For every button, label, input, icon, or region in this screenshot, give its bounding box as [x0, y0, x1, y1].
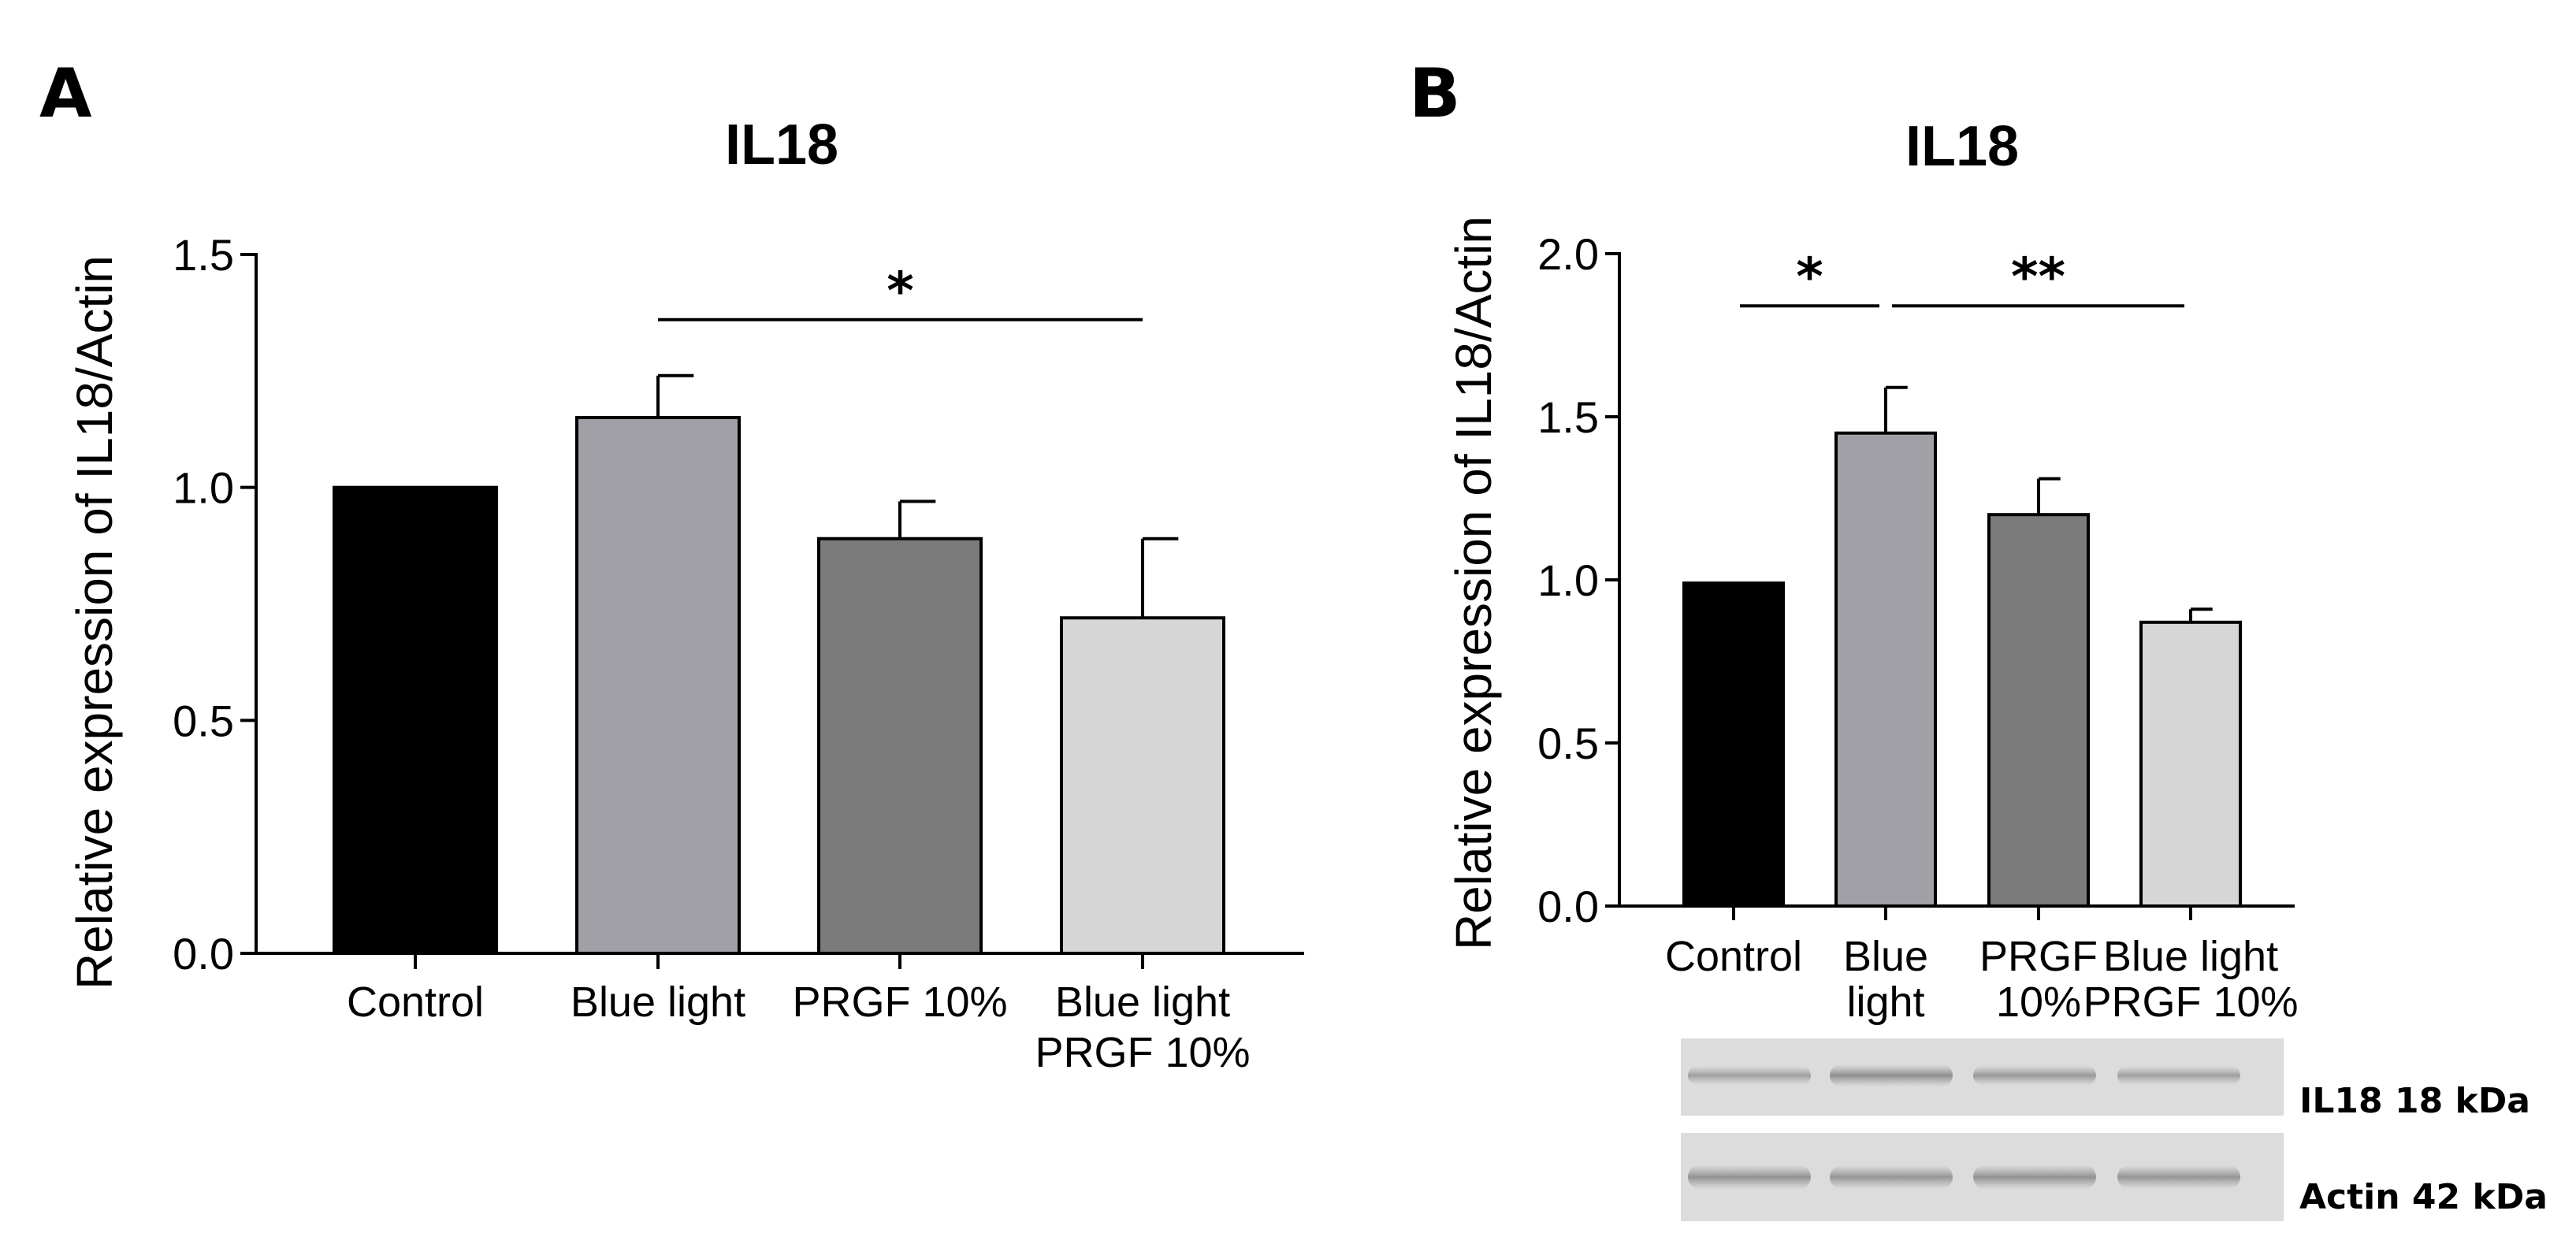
- chart-a-category-label: Control: [347, 979, 484, 1026]
- chart-a-category-label: Blue light: [571, 979, 745, 1026]
- blot-band-actin: [2117, 1164, 2240, 1190]
- blot-label-il18: IL18 18 kDa: [2299, 1081, 2530, 1121]
- chart-b-ylabel: Relative expression of IL18/Actin: [1445, 216, 1502, 950]
- chart-b-ytick-label: 0.5: [1537, 719, 1599, 768]
- chart-b: IL18 Relative expression of IL18/Actin 0…: [1445, 115, 2299, 1026]
- chart-b-category-label: PRGF: [1979, 933, 2098, 980]
- chart-b-title: IL18: [1905, 115, 2019, 178]
- chart-b-ytick-label: 2.0: [1537, 229, 1599, 279]
- chart-b-significance-star: *: [1796, 247, 1823, 307]
- blot-strips: [1681, 1038, 2284, 1221]
- blot-band-il18: [1973, 1065, 2096, 1086]
- blot-band-actin: [1973, 1164, 2096, 1190]
- chart-a-ytick-label: 0.0: [173, 929, 234, 979]
- chart-a-bar: [1060, 616, 1225, 955]
- chart-b-bar: [2139, 620, 2242, 908]
- chart-b-category-label: light: [1846, 979, 1924, 1026]
- blot-band-il18: [1830, 1064, 1953, 1087]
- chart-b-category-label: Control: [1665, 933, 1802, 980]
- chart-b-significance-star: **: [2011, 247, 2065, 307]
- chart-a-category-label: PRGF 10%: [1035, 1029, 1250, 1076]
- panel-letter-a: A: [39, 54, 92, 133]
- chart-b-bar: [1987, 513, 2090, 908]
- western-blot: IL18 18 kDa Actin 42 kDa: [1681, 1038, 2548, 1221]
- chart-a-bar: [817, 537, 983, 955]
- chart-a-bar: [575, 415, 741, 955]
- blot-label-actin: Actin 42 kDa: [2299, 1177, 2548, 1217]
- chart-b-bar: [1834, 431, 1937, 908]
- chart-b-category-label: Blue: [1843, 933, 1928, 980]
- chart-b-ytick-label: 1.0: [1537, 555, 1599, 605]
- blot-band-actin: [1688, 1164, 1811, 1190]
- blot-band-il18: [1688, 1066, 1811, 1085]
- chart-a-category-label: Blue light: [1055, 979, 1230, 1026]
- chart-a-significance-star: *: [887, 261, 914, 321]
- blot-band-il18: [2117, 1066, 2240, 1085]
- panel-letter-b: B: [1409, 54, 1461, 133]
- blot-band-actin: [1830, 1164, 1953, 1190]
- chart-a-ytick-label: 1.5: [173, 230, 234, 280]
- chart-b-bar: [1682, 581, 1785, 908]
- chart-b-category-label: Blue light: [2103, 933, 2278, 980]
- chart-a-bar: [333, 485, 498, 955]
- chart-a-ytick-label: 1.0: [173, 463, 234, 513]
- chart-a-ytick-label: 0.5: [173, 696, 234, 745]
- chart-b-category-label: 10%: [1996, 979, 2081, 1026]
- chart-a-category-label: PRGF 10%: [792, 979, 1007, 1026]
- chart-a: IL18 Relative expression of IL18/Actin 0…: [66, 113, 1304, 1076]
- chart-a-ylabel: Relative expression of IL18/Actin: [66, 255, 123, 990]
- chart-a-title: IL18: [725, 113, 838, 176]
- chart-b-ytick-label: 1.5: [1537, 392, 1599, 442]
- chart-b-ytick-label: 0.0: [1537, 882, 1599, 931]
- chart-b-category-label: PRGF 10%: [2083, 979, 2298, 1026]
